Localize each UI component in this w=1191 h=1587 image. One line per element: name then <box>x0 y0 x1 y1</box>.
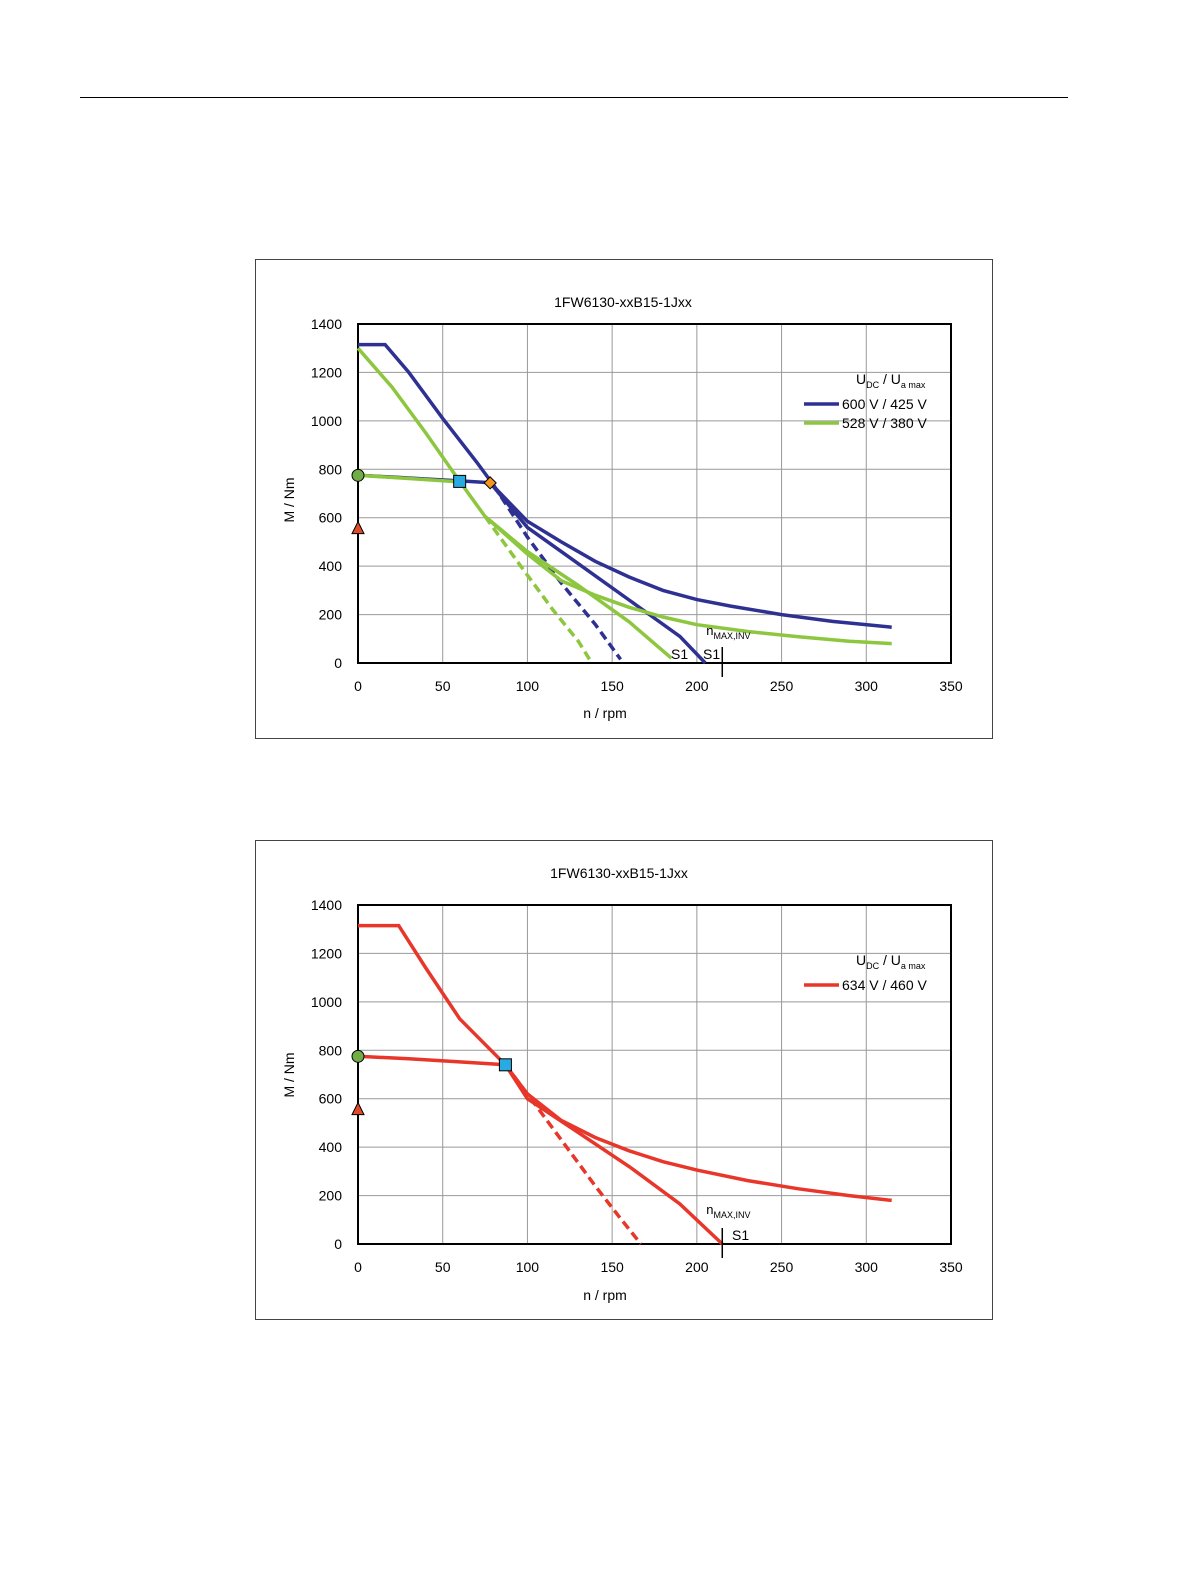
x-tick-label: 250 <box>770 1259 794 1275</box>
y-axis-label: M / Nm <box>281 1052 297 1097</box>
nmax-inv-label: nMAX,INV <box>706 1202 750 1220</box>
chart-panel-1: 1FW6130-xxB15-1Jxx n / rpm M / Nm 0 50 100… <box>255 259 993 739</box>
x-tick-label: 350 <box>939 678 963 694</box>
x-tick-label: 250 <box>770 678 794 694</box>
chart-title: 1FW6130-xxB15-1Jxx <box>554 294 692 310</box>
y-tick-label: 400 <box>319 558 343 574</box>
max-torque-line <box>358 923 507 1067</box>
limit-curve-line <box>488 481 892 629</box>
x-tick-label: 0 <box>354 1259 362 1275</box>
y-tick-label: 1400 <box>311 316 342 332</box>
y-tick-label: 1000 <box>311 994 342 1010</box>
triangle-marker <box>351 1101 365 1116</box>
legend-header: UDC / Ua max <box>856 371 926 390</box>
s1-curve-line <box>503 1063 724 1246</box>
x-tick-label: 150 <box>600 1259 624 1275</box>
circle-marker <box>351 468 365 482</box>
chart-title: 1FW6130-xxB15-1Jxx <box>550 865 688 881</box>
y-tick-label: 200 <box>319 607 343 623</box>
chart-panel-2: 1FW6130-xxB15-1Jxx n / rpm M / Nm 0 50 100… <box>255 840 993 1320</box>
y-tick-label: 1200 <box>311 945 342 961</box>
x-tick-label: 150 <box>600 678 624 694</box>
square-marker <box>453 474 467 488</box>
x-tick-label: 300 <box>855 678 879 694</box>
legend-label: 600 V / 425 V <box>842 396 928 412</box>
x-tick-label: 100 <box>516 1259 540 1275</box>
x-tick-label: 200 <box>685 678 709 694</box>
legend-header: UDC / Ua max <box>856 952 926 971</box>
x-tick-label: 100 <box>516 678 540 694</box>
torque-speed-chart-1: 1FW6130-xxB15-1Jxx n / rpm M / Nm 0 50 100… <box>281 294 963 721</box>
y-tick-label: 0 <box>334 1236 342 1252</box>
s1-curve-line <box>488 481 707 665</box>
circle-marker <box>351 1049 365 1063</box>
y-tick-label: 1400 <box>311 897 342 913</box>
x-tick-label: 200 <box>685 1259 709 1275</box>
torque-speed-chart-2: 1FW6130-xxB15-1Jxx n / rpm M / Nm 0 50 100… <box>281 865 963 1303</box>
series-1 <box>357 923 892 1246</box>
continuous-torque-line <box>357 473 460 484</box>
x-tick-label: 300 <box>855 1259 879 1275</box>
x-tick-label: 50 <box>435 678 451 694</box>
y-tick-label: 400 <box>319 1139 343 1155</box>
legend-label: 634 V / 460 V <box>842 977 928 993</box>
series-2 <box>356 347 892 664</box>
legend-label: 528 V / 380 V <box>842 415 928 431</box>
s1-label: S1 <box>671 646 688 662</box>
nmax-inv-label: nMAX,INV <box>706 623 750 641</box>
x-axis-label: n / rpm <box>583 1287 627 1303</box>
y-tick-label: 1200 <box>311 364 342 380</box>
y-tick-label: 800 <box>319 461 343 477</box>
max-torque-line <box>356 347 487 518</box>
max-torque-dashed-line <box>483 515 594 664</box>
continuous-torque-line <box>357 1054 506 1067</box>
y-tick-label: 1000 <box>311 413 342 429</box>
y-tick-label: 200 <box>319 1188 343 1204</box>
triangle-marker <box>351 520 365 535</box>
y-tick-label: 800 <box>319 1042 343 1058</box>
plot-frame <box>357 904 952 1245</box>
y-axis-label: M / Nm <box>281 477 297 522</box>
x-tick-label: 0 <box>354 678 362 694</box>
diamond-marker <box>483 476 497 490</box>
limit-curve-line <box>483 515 892 646</box>
y-tick-label: 600 <box>319 1091 343 1107</box>
square-marker <box>498 1058 512 1072</box>
y-tick-label: 600 <box>319 510 343 526</box>
s1-label: S1 <box>703 646 720 662</box>
x-tick-label: 350 <box>939 1259 963 1275</box>
x-axis-label: n / rpm <box>583 705 627 721</box>
x-tick-label: 50 <box>435 1259 451 1275</box>
s1-label: S1 <box>732 1227 749 1243</box>
max-torque-dashed-line <box>492 484 623 661</box>
y-tick-label: 0 <box>334 655 342 671</box>
max-torque-line <box>358 342 495 487</box>
page-top-rule <box>80 97 1068 98</box>
plot-frame <box>357 323 952 664</box>
series-1 <box>357 342 892 665</box>
limit-curve-line <box>504 1063 892 1203</box>
